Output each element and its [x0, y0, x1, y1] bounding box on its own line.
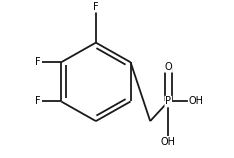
- Text: O: O: [165, 62, 172, 72]
- Text: OH: OH: [161, 137, 176, 147]
- Text: F: F: [35, 97, 41, 106]
- Text: P: P: [165, 97, 171, 106]
- Text: F: F: [93, 2, 99, 12]
- Text: F: F: [35, 57, 41, 67]
- Text: OH: OH: [189, 97, 204, 106]
